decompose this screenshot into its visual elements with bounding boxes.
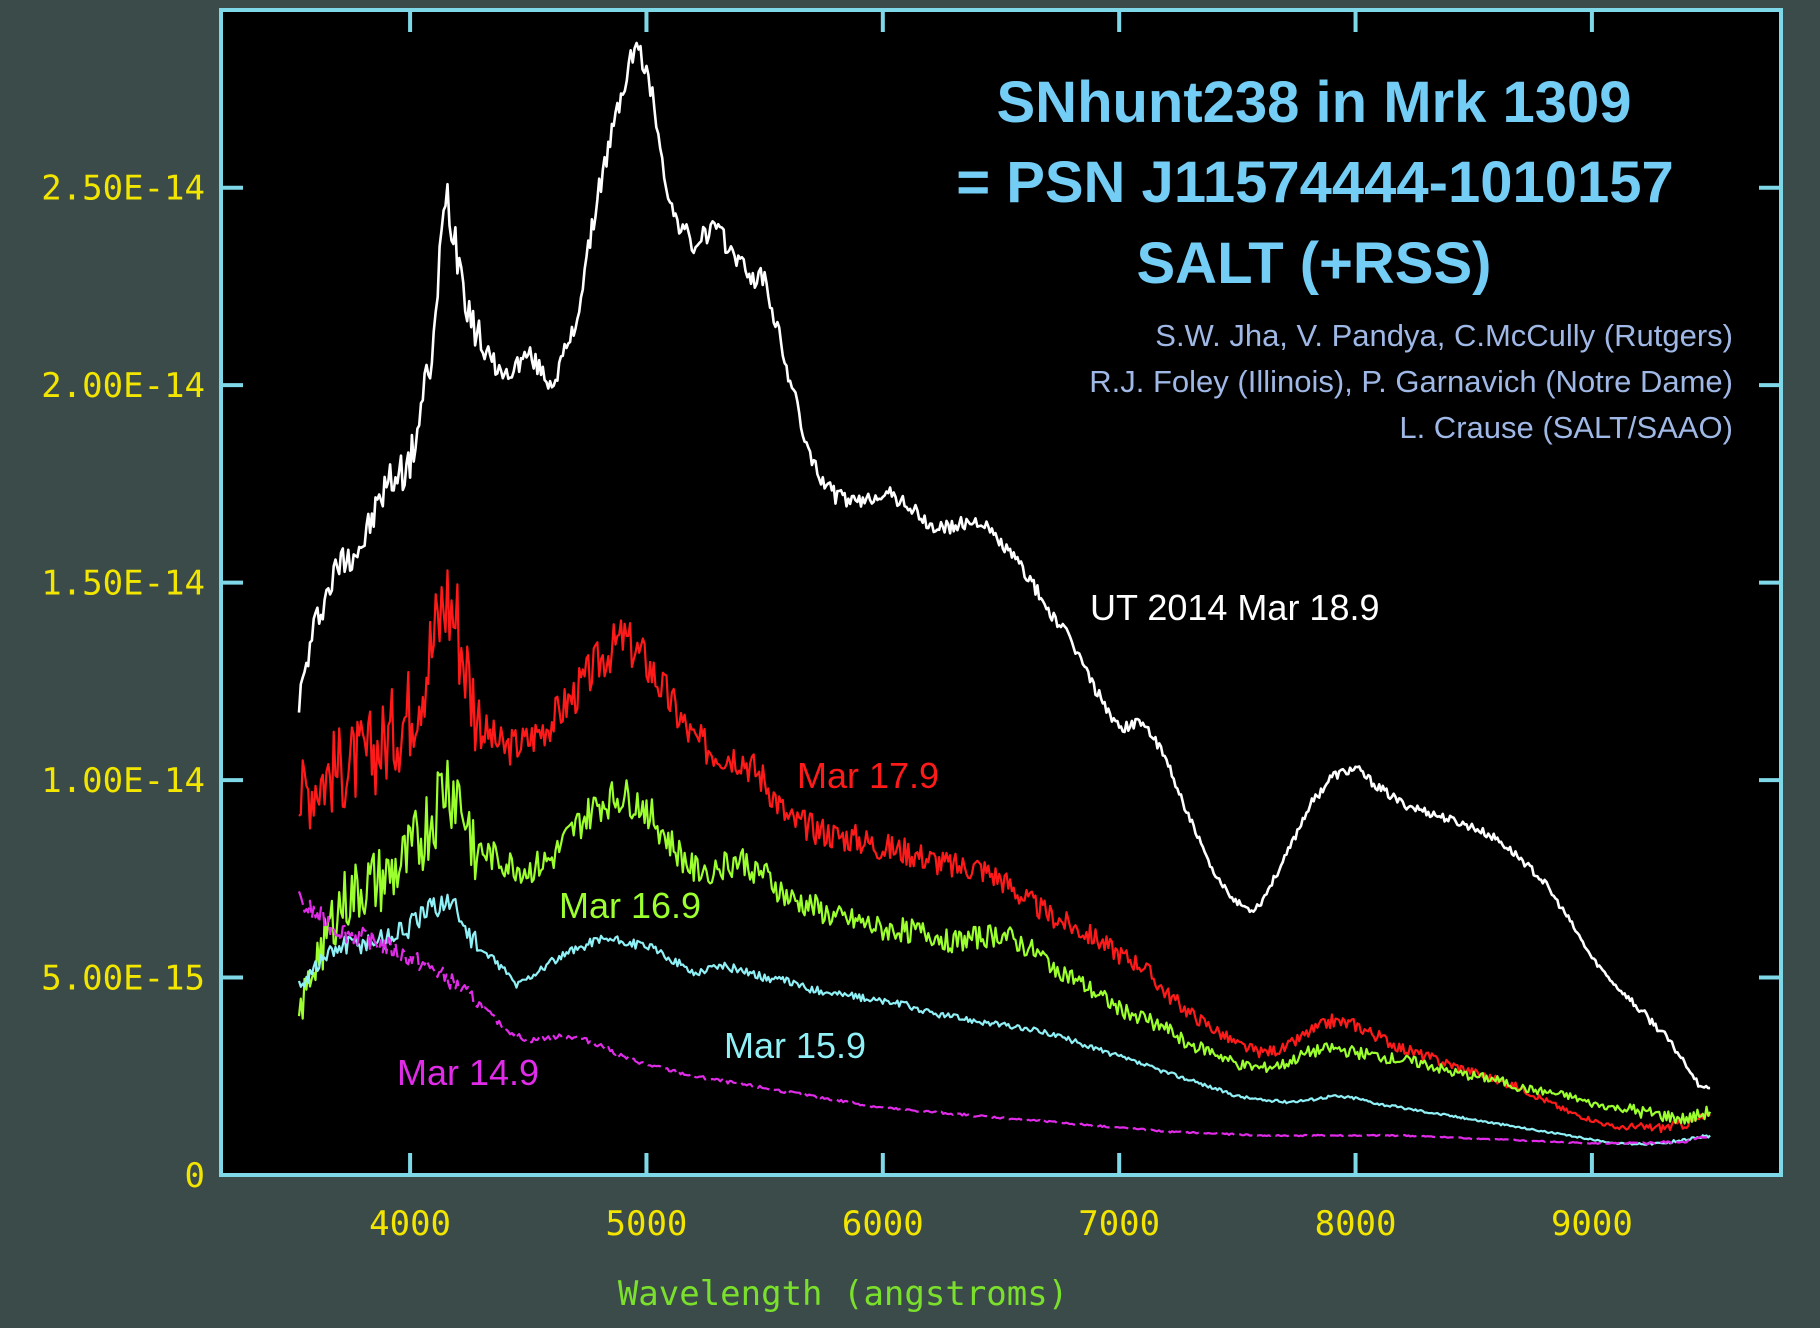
chart-subtitle: = PSN J11574444-1010157 [956, 150, 1674, 215]
series-label-mar-17-9: Mar 17.9 [797, 755, 939, 796]
x-tick-label-8000: 8000 [1315, 1204, 1397, 1244]
x-tick-label-9000: 9000 [1551, 1204, 1633, 1244]
series-line-ut-2014-mar-18-9 [297, 41, 1711, 1090]
x-tick-label-7000: 7000 [1078, 1204, 1160, 1244]
x-tick-label-6000: 6000 [842, 1204, 924, 1244]
series-line-mar-15-9 [297, 893, 1711, 1146]
series-layer [297, 41, 1712, 1146]
y-tick-label-0: 0 [185, 1156, 205, 1196]
credit-line-1: S.W. Jha, V. Pandya, C.McCully (Rutgers) [1155, 318, 1733, 353]
chart-title: SNhunt238 in Mrk 1309 [997, 70, 1632, 135]
x-tick-label-5000: 5000 [606, 1204, 688, 1244]
credit-line-2: R.J. Foley (Illinois), P. Garnavich (Not… [1089, 364, 1733, 399]
series-label-mar-15-9: Mar 15.9 [724, 1025, 866, 1066]
credit-line-3: L. Crause (SALT/SAAO) [1399, 410, 1733, 445]
x-axis-title: Wavelength (angstroms) [618, 1274, 1068, 1314]
series-line-mar-14-9 [297, 891, 1711, 1145]
instrument-label: SALT (+RSS) [1137, 231, 1492, 296]
plot-area [221, 10, 1781, 1175]
plot-frame [219, 8, 1783, 1177]
x-tick-label-4000: 4000 [369, 1204, 451, 1244]
series-line-mar-17-9 [298, 569, 1711, 1134]
series-label-mar-16-9: Mar 16.9 [559, 885, 701, 926]
y-tick-label-1.50E-14: 1.50E-14 [41, 564, 205, 604]
y-tick-label-2.50E-14: 2.50E-14 [41, 169, 205, 209]
y-tick-label-2.00E-14: 2.00E-14 [41, 366, 205, 406]
series-line-mar-16-9 [297, 759, 1712, 1125]
series-label-mar-18-9: UT 2014 Mar 18.9 [1090, 587, 1380, 628]
y-tick-label-5.00E-15: 5.00E-15 [41, 959, 205, 999]
tick-layer: 4000 5000 6000 7000 8000 9000 0 5.00E-15 1.00E-1… [41, 10, 1781, 1244]
y-tick-label-1.00E-14: 1.00E-14 [41, 761, 205, 801]
series-label-mar-14-9: Mar 14.9 [397, 1052, 539, 1093]
